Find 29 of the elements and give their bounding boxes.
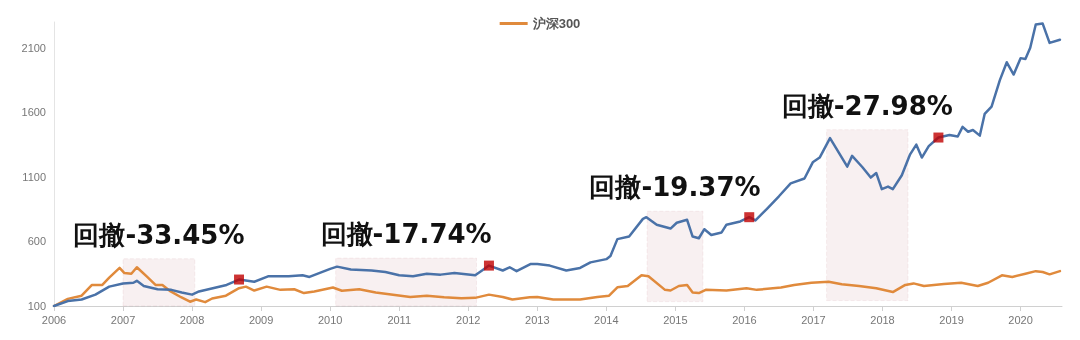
- x-tick-label: 2008: [179, 313, 205, 326]
- x-tick-label: 2007: [110, 313, 136, 326]
- x-tick-label: 2016: [732, 313, 757, 326]
- x-tick-label: 2011: [387, 313, 412, 326]
- x-tick-label: 2015: [663, 313, 688, 326]
- annotation: 回撤-19.37%: [589, 172, 761, 203]
- x-tick-label: 2019: [939, 313, 964, 326]
- x-tick-label: 2017: [801, 313, 826, 326]
- annotation: 回撤-27.98%: [781, 90, 953, 121]
- x-tick-label: 2018: [870, 313, 895, 326]
- x-tick-label: 2012: [456, 313, 481, 326]
- x-tick-label: 2009: [248, 313, 274, 326]
- y-tick-label: 2100: [21, 41, 46, 54]
- x-tick-label: 2020: [1008, 313, 1033, 326]
- point: [483, 260, 494, 271]
- y-tick-label: 1100: [22, 170, 46, 183]
- point: [933, 132, 944, 143]
- annotation: 回撤-33.45%: [73, 219, 245, 250]
- annotation: 回撤-17.74%: [320, 219, 492, 250]
- x-tick-label: 2010: [317, 313, 343, 326]
- x-tick-label: 2014: [594, 313, 619, 326]
- y-tick-label: 600: [27, 235, 46, 248]
- point: [744, 212, 755, 223]
- x-tick-label: 2013: [525, 313, 550, 326]
- point: [234, 274, 245, 285]
- x-tick-label: 2006: [41, 313, 67, 326]
- y-tick-label: 1600: [21, 106, 46, 119]
- legend-label: 沪深300: [531, 16, 581, 31]
- y-tick-label: 100: [27, 300, 46, 312]
